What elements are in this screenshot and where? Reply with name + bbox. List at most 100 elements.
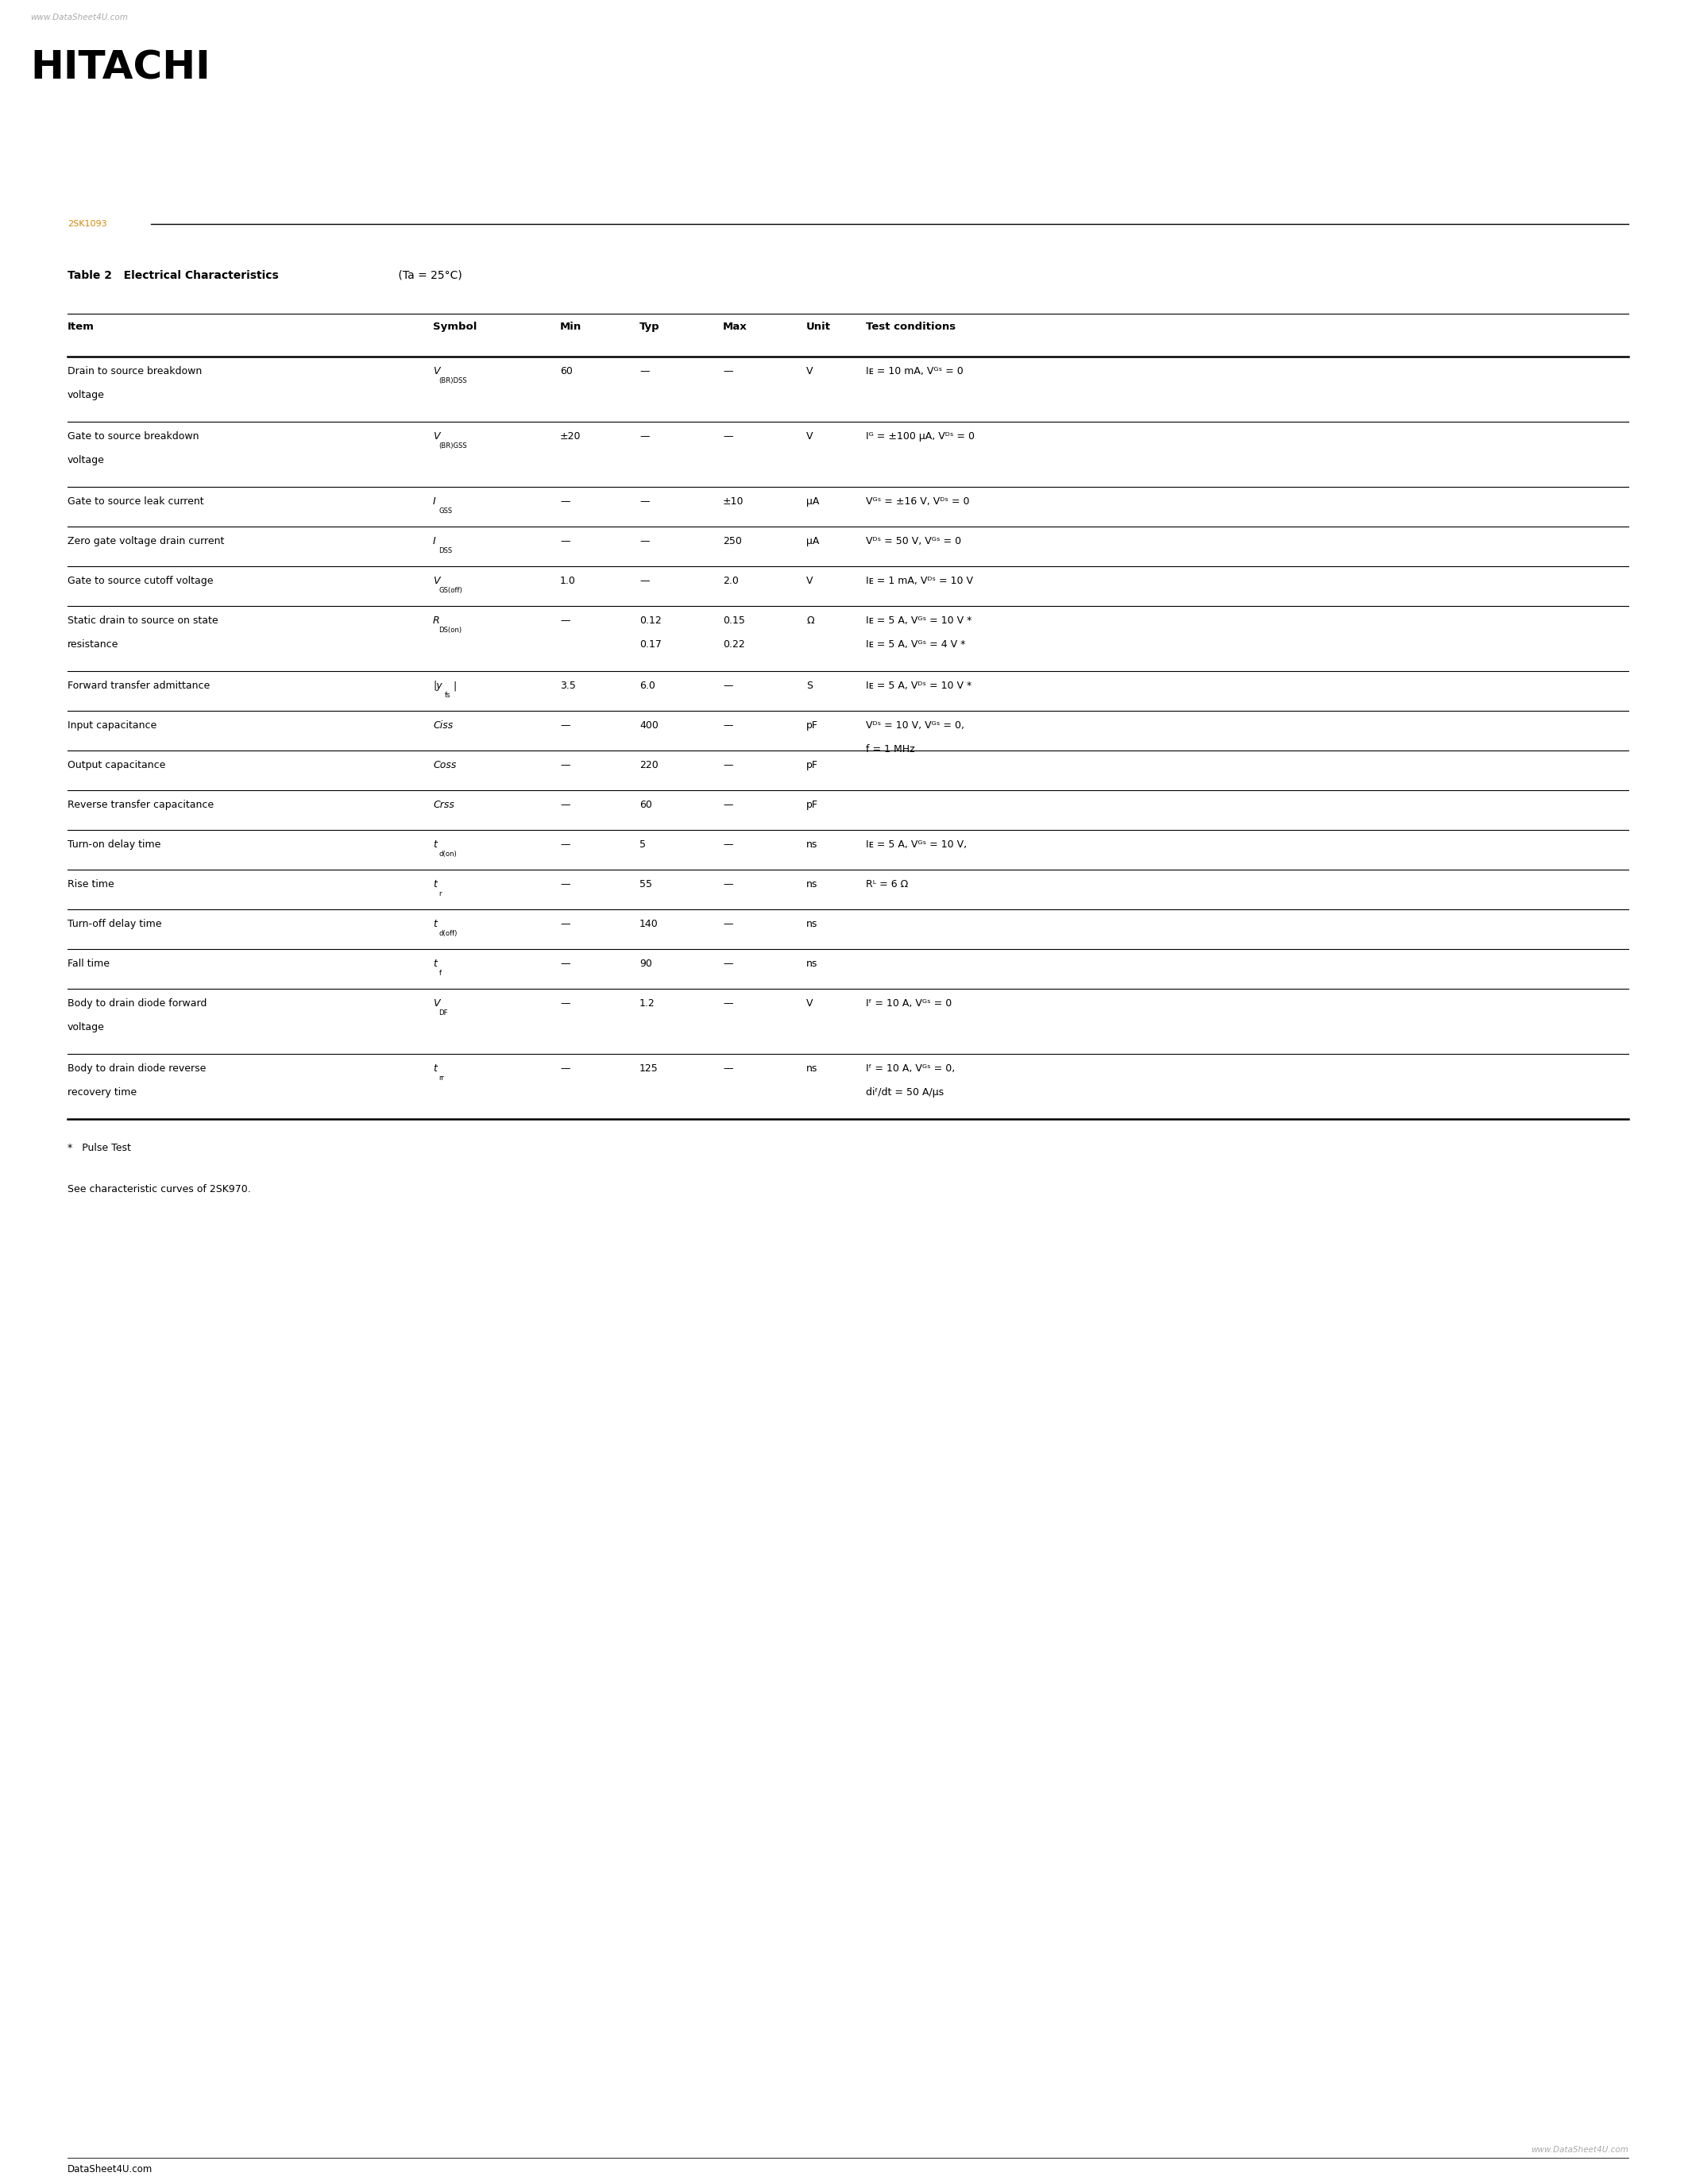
Text: recovery time: recovery time: [68, 1088, 137, 1099]
Text: voltage: voltage: [68, 454, 105, 465]
Text: Iᴇ = 10 mA, Vᴳˢ = 0: Iᴇ = 10 mA, Vᴳˢ = 0: [866, 367, 964, 376]
Text: Iᴇ = 5 A, Vᴳˢ = 4 V *: Iᴇ = 5 A, Vᴳˢ = 4 V *: [866, 640, 966, 649]
Text: 1.0: 1.0: [560, 577, 576, 585]
Text: diᶠ/dt = 50 A/μs: diᶠ/dt = 50 A/μs: [866, 1088, 944, 1099]
Text: t: t: [432, 959, 437, 970]
Text: —: —: [722, 839, 733, 850]
Text: Unit: Unit: [807, 321, 830, 332]
Text: Body to drain diode forward: Body to drain diode forward: [68, 998, 208, 1009]
Text: (BR)GSS: (BR)GSS: [439, 441, 468, 450]
Text: Reverse transfer capacitance: Reverse transfer capacitance: [68, 799, 214, 810]
Text: V: V: [807, 367, 814, 376]
Text: 90: 90: [640, 959, 652, 970]
Text: —: —: [722, 1064, 733, 1075]
Text: t: t: [432, 880, 437, 889]
Text: —: —: [722, 799, 733, 810]
Text: —: —: [722, 959, 733, 970]
Text: Iᴇ = 5 A, Vᴳˢ = 10 V *: Iᴇ = 5 A, Vᴳˢ = 10 V *: [866, 616, 972, 627]
Text: —: —: [560, 839, 571, 850]
Text: DF: DF: [439, 1009, 447, 1016]
Text: 0.17: 0.17: [640, 640, 662, 649]
Text: —: —: [722, 880, 733, 889]
Text: Turn-on delay time: Turn-on delay time: [68, 839, 160, 850]
Text: —: —: [722, 919, 733, 928]
Text: Max: Max: [722, 321, 748, 332]
Text: *   Pulse Test: * Pulse Test: [68, 1142, 132, 1153]
Text: V: V: [807, 430, 814, 441]
Text: μA: μA: [807, 535, 819, 546]
Text: —: —: [560, 919, 571, 928]
Text: ±10: ±10: [722, 496, 744, 507]
Text: Iᶠ = 10 A, Vᴳˢ = 0: Iᶠ = 10 A, Vᴳˢ = 0: [866, 998, 952, 1009]
Text: Static drain to source on state: Static drain to source on state: [68, 616, 218, 627]
Text: —: —: [722, 681, 733, 690]
Text: Rise time: Rise time: [68, 880, 115, 889]
Text: —: —: [560, 760, 571, 771]
Text: Crss: Crss: [432, 799, 454, 810]
Text: 220: 220: [640, 760, 658, 771]
Text: —: —: [640, 535, 650, 546]
Text: Iᴳ = ±100 μA, Vᴰˢ = 0: Iᴳ = ±100 μA, Vᴰˢ = 0: [866, 430, 974, 441]
Text: Drain to source breakdown: Drain to source breakdown: [68, 367, 203, 376]
Text: ns: ns: [807, 959, 817, 970]
Text: —: —: [722, 367, 733, 376]
Text: fs: fs: [446, 692, 451, 699]
Text: Ciss: Ciss: [432, 721, 452, 732]
Text: —: —: [722, 430, 733, 441]
Text: Body to drain diode reverse: Body to drain diode reverse: [68, 1064, 206, 1075]
Text: —: —: [560, 616, 571, 627]
Text: Output capacitance: Output capacitance: [68, 760, 165, 771]
Text: V: V: [807, 577, 814, 585]
Text: Coss: Coss: [432, 760, 456, 771]
Text: I: I: [432, 496, 436, 507]
Text: Typ: Typ: [640, 321, 660, 332]
Text: V: V: [807, 998, 814, 1009]
Text: pF: pF: [807, 799, 819, 810]
Text: |y: |y: [432, 681, 442, 690]
Text: f: f: [439, 970, 441, 976]
Text: 250: 250: [722, 535, 741, 546]
Text: μA: μA: [807, 496, 819, 507]
Text: DSS: DSS: [439, 546, 452, 555]
Text: Table 2   Electrical Characteristics: Table 2 Electrical Characteristics: [68, 271, 279, 282]
Text: Iᴇ = 5 A, Vᴳˢ = 10 V,: Iᴇ = 5 A, Vᴳˢ = 10 V,: [866, 839, 967, 850]
Text: r: r: [439, 891, 442, 898]
Text: Turn-off delay time: Turn-off delay time: [68, 919, 162, 928]
Text: 60: 60: [640, 799, 652, 810]
Text: GS(off): GS(off): [439, 587, 463, 594]
Text: |: |: [452, 681, 456, 690]
Text: Item: Item: [68, 321, 95, 332]
Text: Iᶠ = 10 A, Vᴳˢ = 0,: Iᶠ = 10 A, Vᴳˢ = 0,: [866, 1064, 955, 1075]
Text: d(off): d(off): [439, 930, 457, 937]
Text: I: I: [432, 535, 436, 546]
Text: —: —: [560, 1064, 571, 1075]
Text: Gate to source cutoff voltage: Gate to source cutoff voltage: [68, 577, 213, 585]
Text: GSS: GSS: [439, 507, 452, 515]
Text: —: —: [640, 367, 650, 376]
Text: resistance: resistance: [68, 640, 118, 649]
Text: voltage: voltage: [68, 1022, 105, 1033]
Text: ns: ns: [807, 880, 817, 889]
Text: Vᴳˢ = ±16 V, Vᴰˢ = 0: Vᴳˢ = ±16 V, Vᴰˢ = 0: [866, 496, 969, 507]
Text: t: t: [432, 839, 437, 850]
Text: —: —: [640, 577, 650, 585]
Text: S: S: [807, 681, 812, 690]
Text: 125: 125: [640, 1064, 658, 1075]
Text: See characteristic curves of 2SK970.: See characteristic curves of 2SK970.: [68, 1184, 252, 1195]
Text: ±20: ±20: [560, 430, 581, 441]
Text: DataSheet4U.com: DataSheet4U.com: [68, 2164, 152, 2175]
Text: 60: 60: [560, 367, 572, 376]
Text: 6.0: 6.0: [640, 681, 655, 690]
Text: 55: 55: [640, 880, 652, 889]
Text: V: V: [432, 998, 439, 1009]
Text: f = 1 MHz: f = 1 MHz: [866, 745, 915, 753]
Text: Iᴇ = 1 mA, Vᴰˢ = 10 V: Iᴇ = 1 mA, Vᴰˢ = 10 V: [866, 577, 972, 585]
Text: 2.0: 2.0: [722, 577, 739, 585]
Text: (Ta = 25°C): (Ta = 25°C): [395, 271, 463, 282]
Text: t: t: [432, 919, 437, 928]
Text: Vᴰˢ = 10 V, Vᴳˢ = 0,: Vᴰˢ = 10 V, Vᴳˢ = 0,: [866, 721, 964, 732]
Text: Min: Min: [560, 321, 582, 332]
Text: 0.22: 0.22: [722, 640, 744, 649]
Text: voltage: voltage: [68, 391, 105, 400]
Text: —: —: [560, 959, 571, 970]
